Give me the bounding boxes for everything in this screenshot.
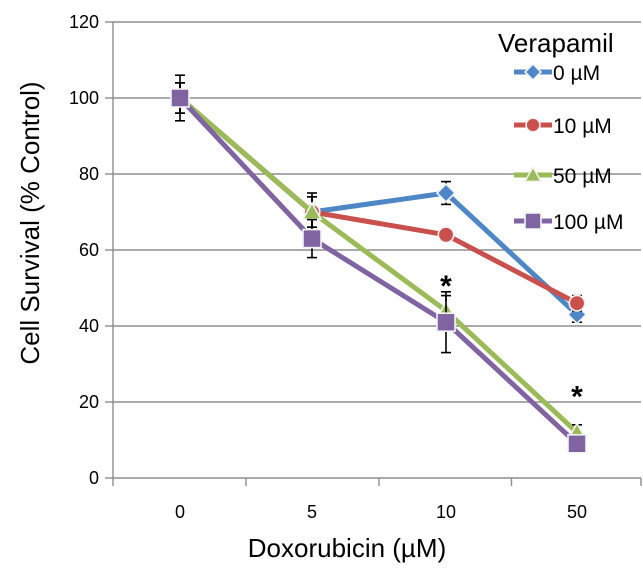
y-tick-label: 60	[79, 240, 99, 260]
significance-marker: *	[571, 380, 583, 413]
data-point	[437, 226, 455, 244]
series-layer	[169, 74, 588, 454]
legend-swatch-marker	[523, 62, 543, 82]
series-0	[169, 74, 588, 325]
legend-swatch-marker	[524, 212, 542, 230]
legend-item: 0 µM	[514, 62, 600, 85]
annotation-layer: **	[440, 270, 583, 413]
legend-item: 50 µM	[514, 165, 612, 188]
legend-title: Verapamil	[498, 28, 614, 58]
y-tick-label: 100	[69, 88, 99, 108]
series-line	[177, 95, 580, 447]
series-2	[169, 82, 588, 441]
data-point	[568, 294, 586, 312]
data-point	[436, 312, 456, 333]
legend-label: 50 µM	[553, 165, 612, 188]
data-point	[170, 88, 190, 108]
data-point	[302, 228, 322, 249]
y-axis-title: Cell Survival (% Control)	[15, 81, 45, 364]
significance-marker: *	[440, 270, 452, 303]
axes: 0 20 40 60 80 100 120 0 5 10 50	[69, 12, 642, 522]
series-line	[177, 95, 580, 435]
legend-label: 0 µM	[553, 62, 600, 85]
y-tick-label: 20	[79, 392, 99, 412]
x-tick-label: 10	[436, 502, 456, 522]
x-tick-label: 50	[567, 502, 587, 522]
y-tick-label: 40	[79, 316, 99, 336]
x-tick-label: 5	[307, 502, 317, 522]
grid	[113, 21, 641, 403]
data-point	[567, 433, 587, 454]
y-tick-label: 0	[89, 468, 99, 488]
data-point	[435, 182, 457, 204]
legend: Verapamil 0 µM 10 µM 50 µM 100 µM	[498, 28, 623, 234]
series-3	[170, 82, 587, 454]
legend-item: 10 µM	[514, 115, 612, 138]
series-1	[171, 82, 586, 312]
legend-label: 100 µM	[553, 211, 623, 234]
legend-label: 10 µM	[553, 115, 612, 138]
legend-swatch-marker	[523, 165, 543, 183]
x-axis-title: Doxorubicin (µM)	[248, 533, 446, 563]
legend-swatch-marker	[525, 117, 541, 133]
y-tick-label: 80	[79, 164, 99, 184]
x-tick-label: 0	[175, 502, 185, 522]
y-tick-label: 120	[69, 12, 99, 32]
legend-item: 100 µM	[514, 211, 623, 234]
